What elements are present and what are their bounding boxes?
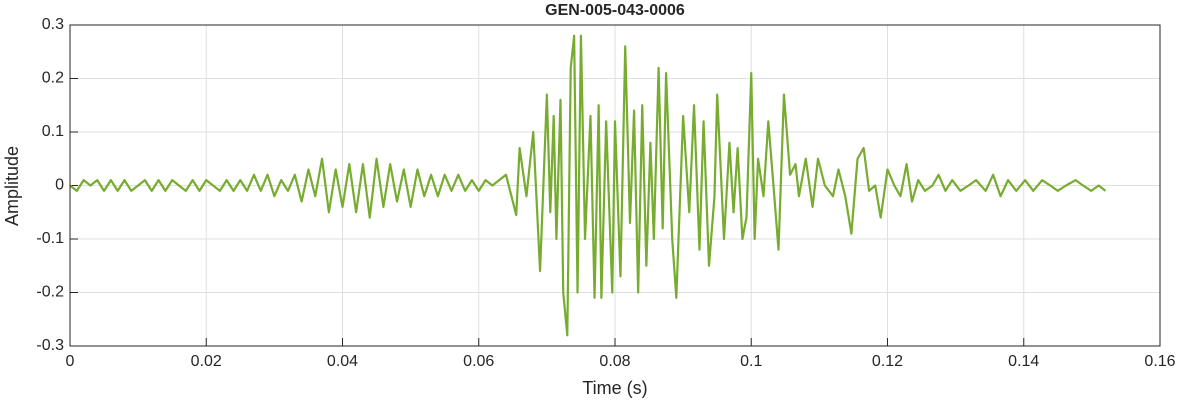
y-axis-label: Amplitude [2,146,22,226]
y-tick-label: 0 [55,177,64,194]
y-tick-label: 0.2 [42,70,64,87]
x-tick-label: 0.04 [327,353,358,370]
y-tick-label: 0.3 [42,16,64,33]
plot-frame [69,24,1161,347]
x-tick-label: 0.16 [1144,353,1175,370]
y-tick-label: -0.2 [36,284,64,301]
chart-title: GEN-005-043-0006 [545,2,685,19]
x-tick-label: 0.1 [740,353,762,370]
x-tick-label: 0 [66,353,75,370]
x-tick-label: 0.02 [191,353,222,370]
x-tick-label: 0.12 [872,353,903,370]
y-tick-label: -0.3 [36,337,64,354]
y-tick-label: -0.1 [36,230,64,247]
y-tick-label: 0.1 [42,123,64,140]
signal-line [69,34,1107,337]
x-tick-label: 0.06 [463,353,494,370]
x-tick-label: 0.08 [599,353,630,370]
x-tick-label: 0.14 [1008,353,1039,370]
x-axis-label: Time (s) [582,378,647,398]
